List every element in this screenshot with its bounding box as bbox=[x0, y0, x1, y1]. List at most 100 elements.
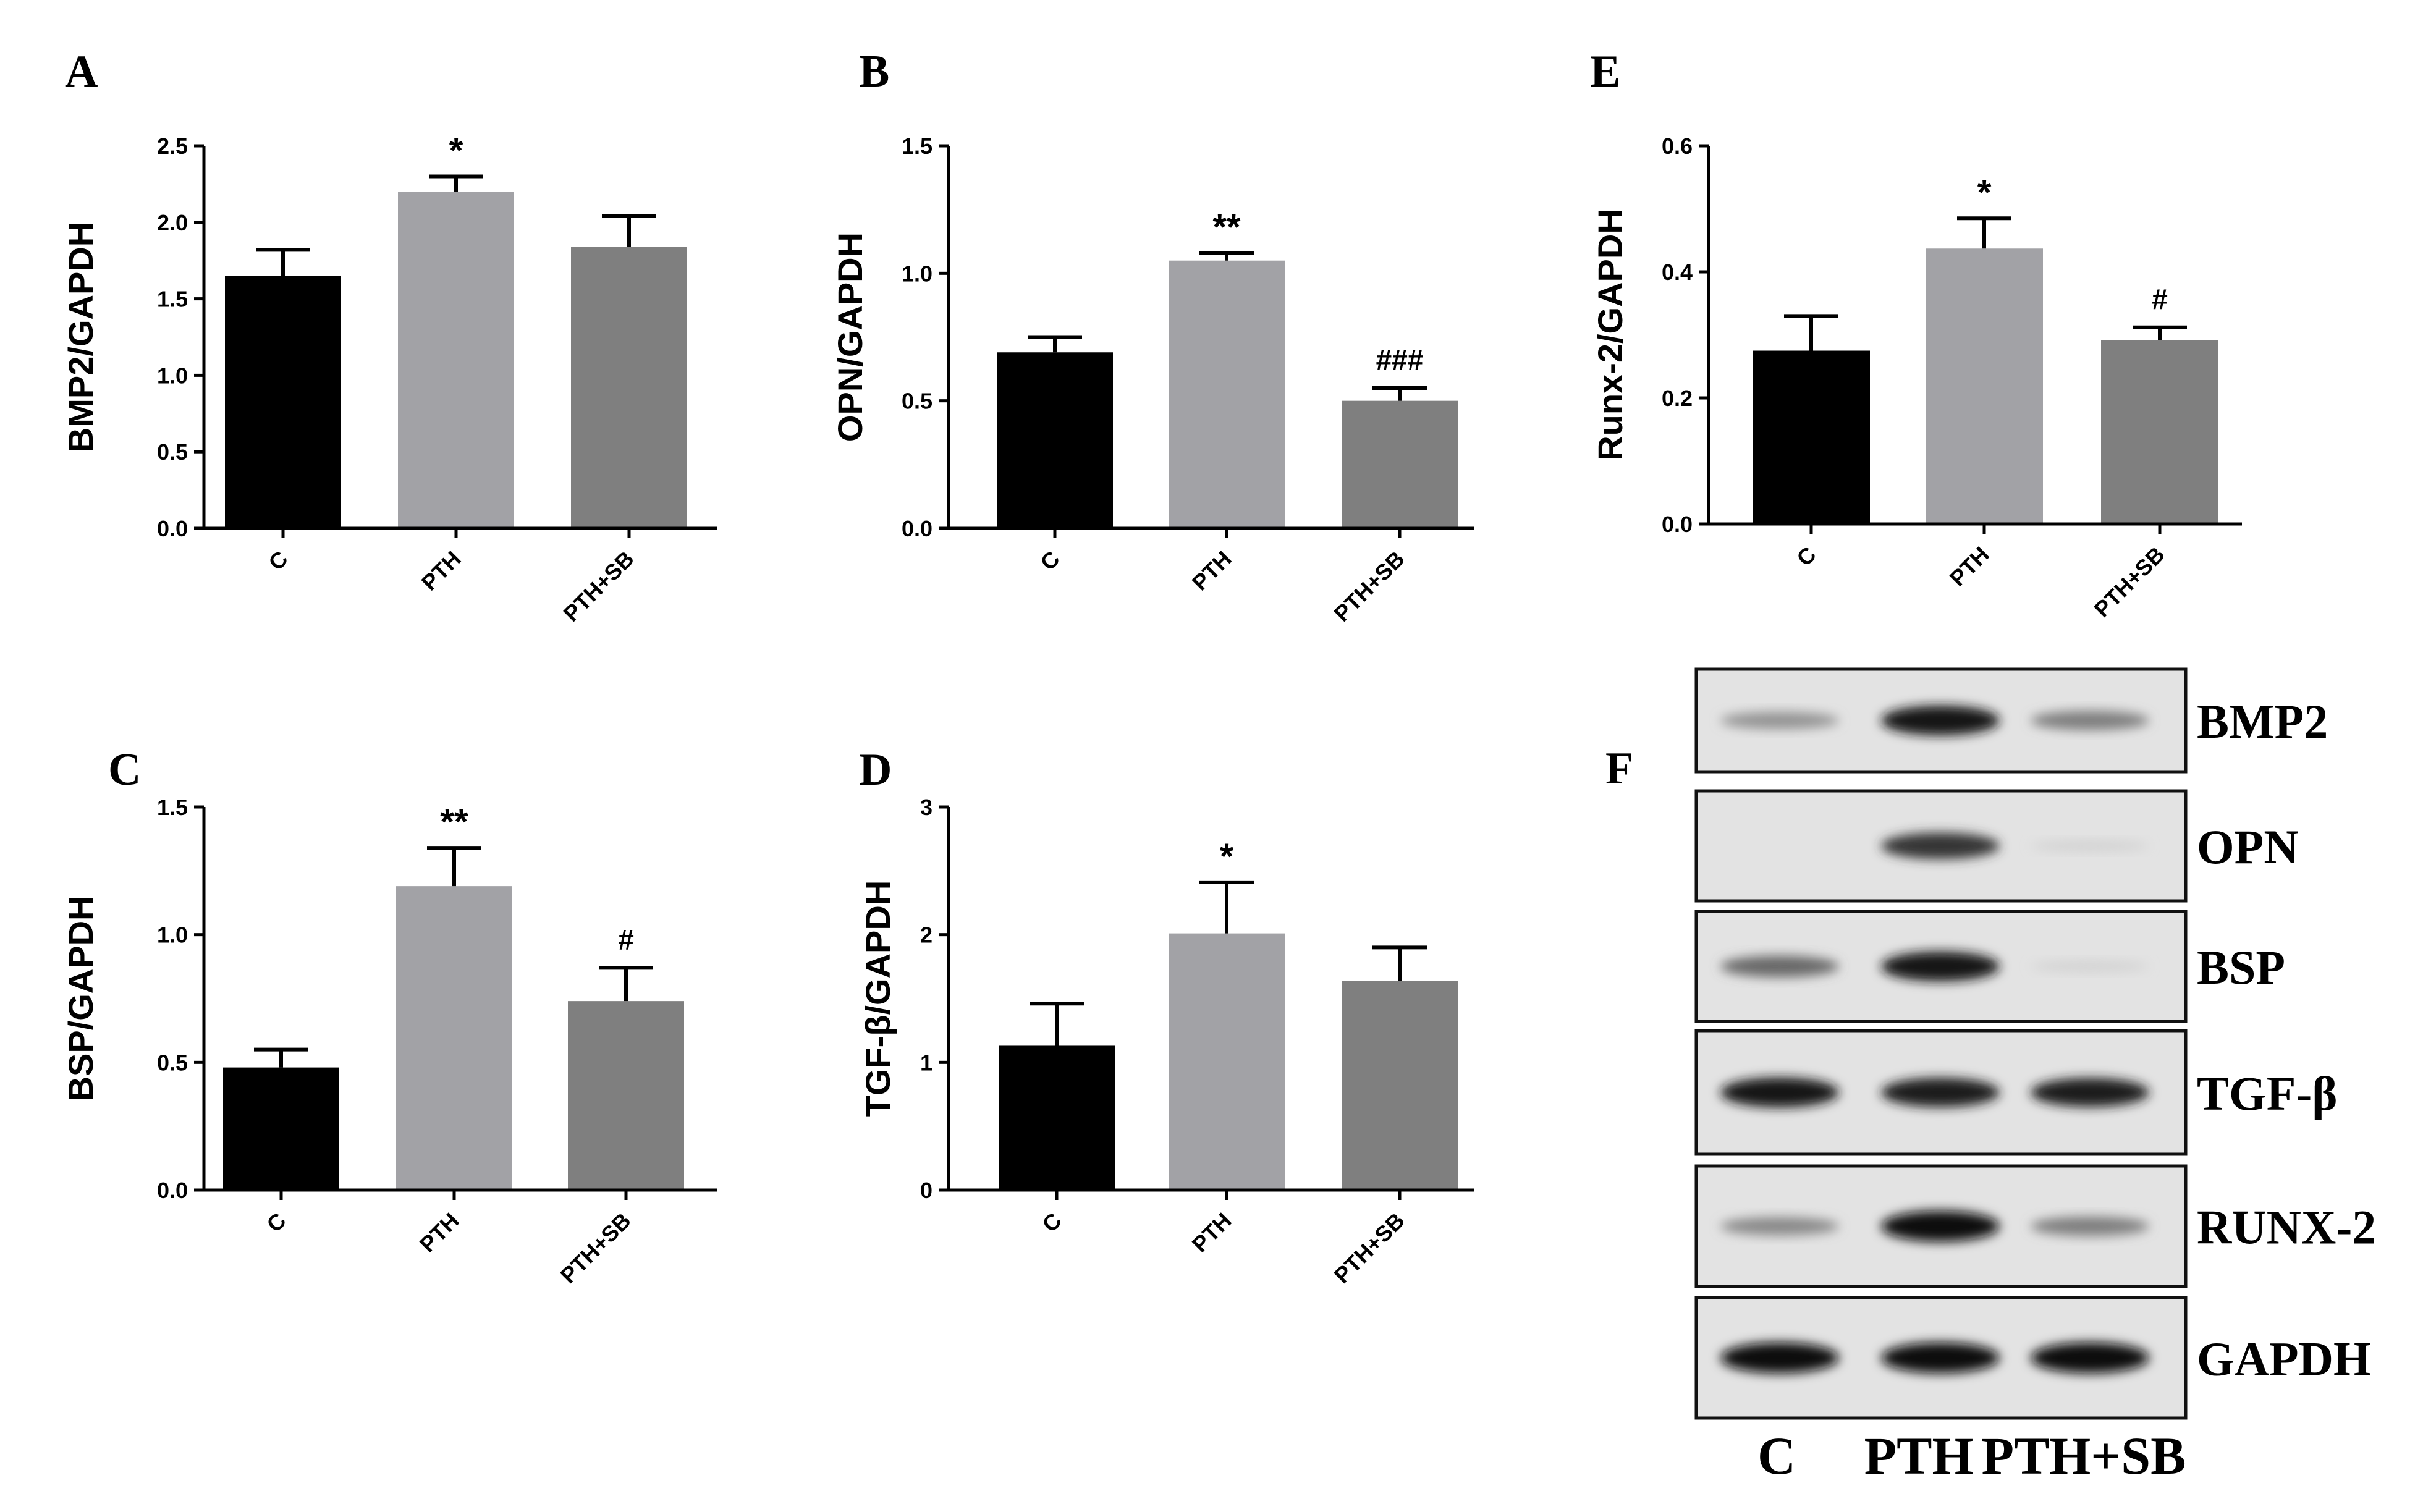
blot-row-gapdh: GAPDH bbox=[1694, 1296, 2371, 1420]
blot-row-runx2: RUNX-2 bbox=[1694, 1164, 2376, 1288]
y-tick-label: 2.5 bbox=[157, 133, 188, 159]
panel-label: D bbox=[859, 745, 892, 795]
x-tick-label: PTH bbox=[415, 1208, 464, 1257]
significance-mark: # bbox=[618, 923, 634, 955]
bar-pth-sb bbox=[571, 247, 687, 528]
y-axis-title: BSP/GAPDH bbox=[61, 896, 100, 1102]
y-tick-label: 1 bbox=[920, 1050, 932, 1075]
bar-c bbox=[1753, 350, 1870, 524]
y-tick-label: 0.2 bbox=[1662, 386, 1693, 411]
x-tick-label: C bbox=[263, 546, 292, 575]
y-tick-label: 1.5 bbox=[157, 287, 188, 312]
blot-protein-label: BMP2 bbox=[2197, 695, 2328, 748]
panel-label: A bbox=[65, 46, 98, 97]
y-tick-label: 3 bbox=[920, 795, 932, 820]
chart-panel-c: C ** #0.0 0.5 1.0 1.5 C PTH PTH+SB BSP/GAPDH bbox=[61, 745, 717, 1288]
significance-mark: ** bbox=[440, 802, 468, 842]
y-tick-label: 0.0 bbox=[1662, 512, 1693, 537]
x-tick-label: PTH+SB bbox=[559, 546, 639, 627]
y-axis-title: TGF-β/GAPDH bbox=[858, 881, 897, 1117]
x-tick-label: PTH bbox=[1187, 1208, 1237, 1257]
bar-c bbox=[999, 1045, 1115, 1190]
y-tick-label: 0.0 bbox=[157, 516, 188, 541]
band-pth-sb bbox=[2031, 1216, 2149, 1236]
x-tick-label: PTH+SB bbox=[1329, 1208, 1410, 1288]
blot-row-bmp2: BMP2 bbox=[1694, 667, 2328, 774]
band-pth-sb bbox=[2031, 1342, 2149, 1374]
y-tick-label: 0.6 bbox=[1662, 133, 1693, 159]
blot-lane-label: C bbox=[1757, 1426, 1796, 1485]
band-c bbox=[1720, 712, 1839, 729]
bar-pth bbox=[1169, 260, 1285, 528]
band-c bbox=[1720, 1217, 1839, 1236]
chart-panel-d: D * 0 1 2 3 C PTH PTH+SB TGF-β/GAPDH bbox=[858, 745, 1474, 1288]
significance-mark: ** bbox=[1212, 207, 1241, 247]
band-pth bbox=[1881, 1342, 2000, 1374]
significance-mark: ### bbox=[1376, 344, 1424, 376]
blot-lane-label: PTH bbox=[1864, 1426, 1974, 1485]
significance-mark: * bbox=[1220, 837, 1234, 877]
band-pth-sb bbox=[2031, 840, 2149, 851]
y-tick-label: 1.0 bbox=[157, 363, 188, 388]
bar-pth-sb bbox=[2101, 340, 2218, 524]
y-tick-label: 1.0 bbox=[157, 923, 188, 948]
bar-pth bbox=[398, 192, 514, 528]
y-axis-title: OPN/GAPDH bbox=[831, 232, 869, 442]
y-tick-label: 0.0 bbox=[902, 516, 932, 541]
x-tick-label: C bbox=[1035, 546, 1064, 575]
y-tick-label: 0 bbox=[920, 1178, 932, 1203]
y-tick-label: 0.5 bbox=[902, 389, 932, 414]
y-axis-title: BMP2/GAPDH bbox=[61, 222, 100, 452]
western-blot-panel: F BMP2 OPN BSP TGF-β RUNX-2 GAPDH C PTH PTH+SB bbox=[1605, 667, 2376, 1485]
y-tick-label: 0.0 bbox=[157, 1178, 188, 1203]
significance-mark: * bbox=[1977, 172, 1992, 213]
band-pth bbox=[1881, 1210, 2000, 1242]
x-tick-label: PTH+SB bbox=[556, 1208, 636, 1288]
band-c bbox=[1720, 1077, 1839, 1108]
band-pth bbox=[1881, 951, 2000, 982]
blot-row-bsp: BSP bbox=[1694, 910, 2285, 1023]
significance-mark: # bbox=[2152, 283, 2168, 315]
y-tick-label: 2.0 bbox=[157, 210, 188, 235]
bar-pth-sb bbox=[1342, 981, 1458, 1190]
x-tick-label: PTH+SB bbox=[1329, 546, 1410, 627]
y-tick-label: 0.4 bbox=[1662, 260, 1693, 285]
chart-panel-a: A * 0.0 0.5 1.0 1.5 2.0 2.5 C PTH PTH+SB BMP2/GAPDH bbox=[61, 46, 717, 627]
band-pth-sb bbox=[2031, 1078, 2149, 1107]
band-pth-sb bbox=[2031, 711, 2149, 730]
x-tick-label: PTH bbox=[1945, 542, 1994, 591]
blot-row-opn: OPN bbox=[1694, 789, 2299, 903]
panel-label: E bbox=[1590, 46, 1620, 97]
band-pth bbox=[1881, 705, 2000, 736]
blot-protein-label: TGF-β bbox=[2197, 1066, 2337, 1120]
y-tick-label: 0.5 bbox=[157, 439, 188, 465]
blot-protein-label: OPN bbox=[2197, 820, 2299, 874]
bar-c bbox=[225, 276, 341, 528]
band-c bbox=[1720, 955, 1839, 978]
band-pth bbox=[1881, 832, 2000, 859]
band-pth bbox=[1881, 1078, 2000, 1107]
bar-pth-sb bbox=[568, 1001, 684, 1190]
bar-pth bbox=[1169, 933, 1285, 1190]
y-tick-label: 0.5 bbox=[157, 1050, 188, 1075]
bar-pth-sb bbox=[1342, 400, 1458, 528]
x-tick-label: C bbox=[1791, 542, 1820, 571]
chart-panel-b: B ** ### 0.0 0.5 1.0 1.5 C PTH PTH+SB OPN/GAPDH bbox=[831, 46, 1474, 627]
chart-panel-e: E * #0.0 0.2 0.4 0.6 C PTH PTH+SB Runx-2/GAPDH bbox=[1590, 46, 2242, 622]
bar-pth bbox=[1926, 248, 2043, 524]
band-pth-sb bbox=[2031, 961, 2149, 972]
x-tick-label: PTH+SB bbox=[2089, 542, 2170, 622]
y-tick-label: 1.0 bbox=[902, 261, 932, 286]
x-tick-label: C bbox=[261, 1208, 290, 1237]
y-tick-label: 2 bbox=[920, 923, 932, 948]
y-tick-label: 1.5 bbox=[902, 133, 932, 159]
blot-lane-label: PTH+SB bbox=[1982, 1426, 2186, 1485]
blot-protein-label: RUNX-2 bbox=[2197, 1201, 2376, 1254]
panel-label: F bbox=[1605, 743, 1633, 794]
bar-pth bbox=[396, 886, 512, 1190]
blot-row-tgf: TGF-β bbox=[1694, 1029, 2337, 1156]
bar-c bbox=[997, 352, 1113, 528]
panel-label: B bbox=[859, 46, 889, 97]
y-axis-title: Runx-2/GAPDH bbox=[1591, 209, 1630, 461]
